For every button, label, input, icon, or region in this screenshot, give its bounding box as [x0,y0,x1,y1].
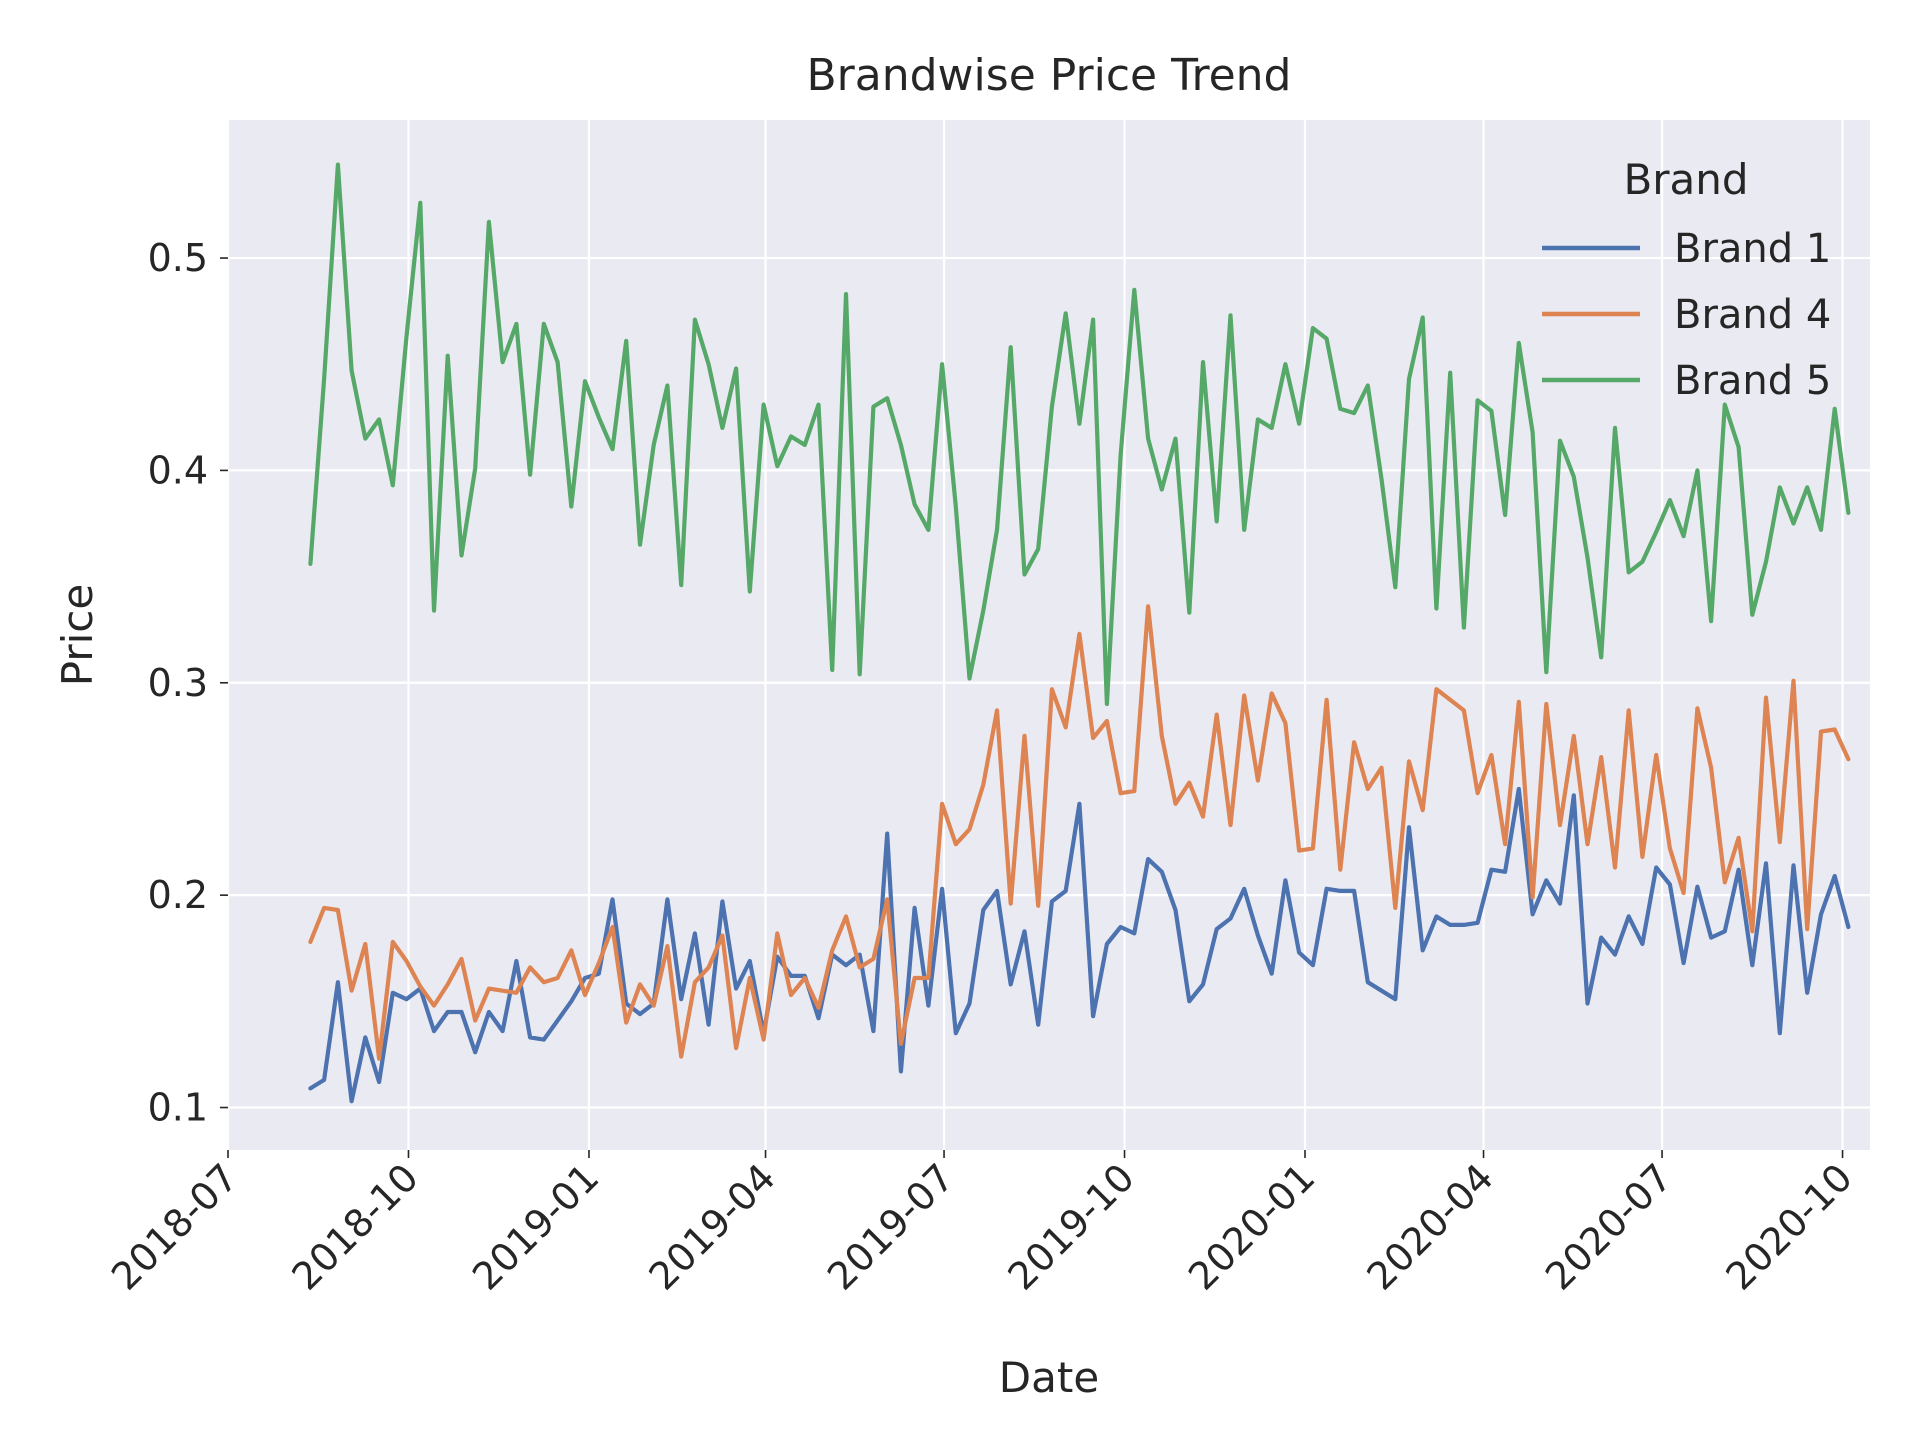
legend-items: Brand 1 Brand 4 Brand 5 [1542,226,1831,404]
plot-background [228,120,1870,1150]
y-tick-labels: 0.1 0.2 0.3 0.4 0.5 [148,236,208,1129]
grid [220,120,1870,1158]
legend-item: Brand 4 [1542,292,1831,338]
y-tick-label: 0.3 [148,661,208,705]
legend-label: Brand 1 [1674,226,1831,272]
legend-item: Brand 5 [1542,358,1831,404]
legend-label: Brand 4 [1674,292,1831,338]
series-line-brand-5 [308,162,1851,707]
series-line-brand-4 [308,604,1851,1061]
x-axis-title: Date [999,1353,1099,1402]
y-tick-label: 0.1 [148,1086,208,1130]
legend-item: Brand 1 [1542,226,1831,272]
series-line-brand-1 [308,786,1851,1104]
legend-label: Brand 5 [1674,358,1831,404]
legend: Brand Brand 1 Brand 4 Brand 5 [1542,155,1831,404]
y-axis-title: Price [53,584,102,686]
series-lines [308,162,1851,1104]
y-tick-label: 0.2 [148,873,208,917]
y-tick-label: 0.4 [148,448,208,492]
y-tick-label: 0.5 [148,236,208,280]
chart-title: Brandwise Price Trend [807,50,1292,101]
legend-title: Brand [1623,155,1748,204]
